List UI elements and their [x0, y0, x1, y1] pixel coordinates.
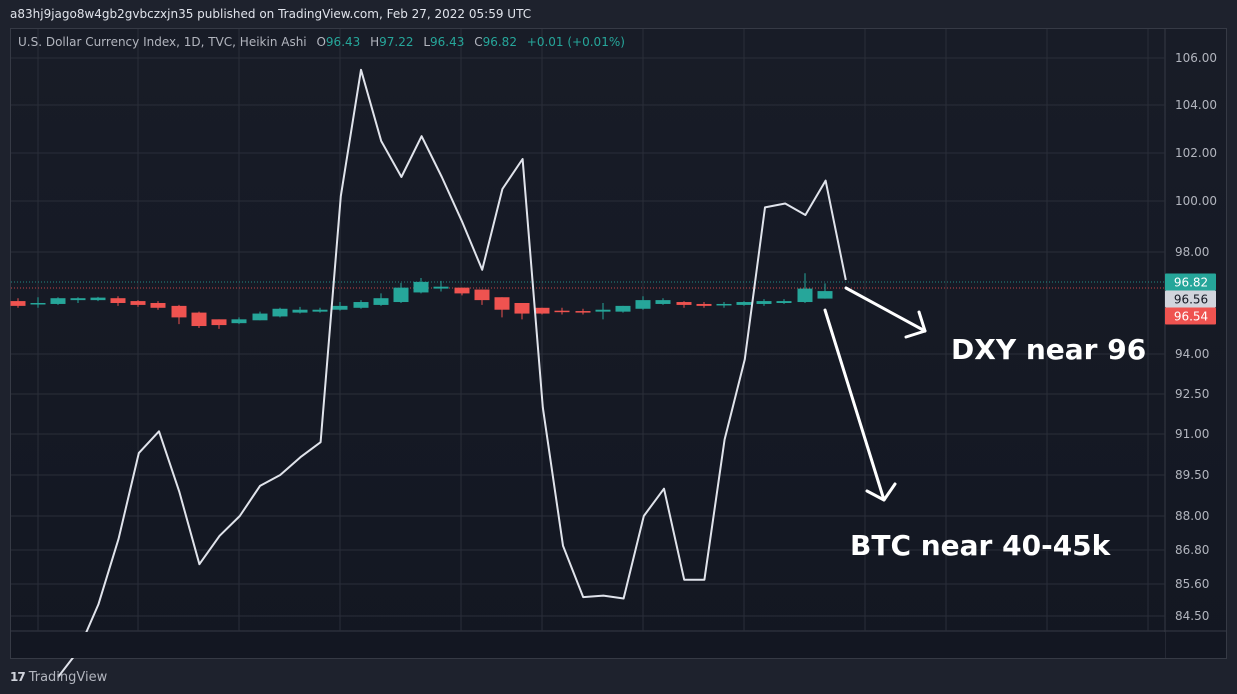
candle-body: [252, 313, 268, 321]
price-badge: [1165, 307, 1216, 325]
candle-body: [332, 305, 348, 310]
candle-body: [292, 309, 308, 313]
y-tick-label: 100.00: [1175, 194, 1217, 208]
candle-body: [191, 312, 207, 327]
candle-body: [171, 305, 187, 318]
candles-series: [10, 273, 833, 329]
candle-body: [30, 303, 46, 305]
annotation-text: BTC near 40-45k: [850, 529, 1112, 562]
candle-body: [373, 298, 389, 305]
candle-body: [676, 302, 692, 305]
candle-body: [50, 298, 66, 304]
legend-title: U.S. Dollar Currency Index, 1D, TVC, Hei…: [18, 35, 307, 49]
candle-body: [635, 300, 651, 309]
candle-body: [595, 309, 611, 312]
y-tick-label: 102.00: [1175, 146, 1217, 160]
candle-body: [575, 311, 591, 313]
legend-low-label: L: [423, 35, 431, 49]
candle-body: [272, 308, 288, 317]
y-tick-label: 92.50: [1175, 387, 1209, 401]
y-tick-label: 84.50: [1175, 609, 1209, 623]
y-tick-label: 88.00: [1175, 509, 1209, 523]
price-badge: [1165, 290, 1216, 308]
candle-body: [90, 297, 106, 301]
price-axis: 106.00 104.00 102.00 100.00 98.00 94.00 92.50 9…: [1175, 51, 1217, 623]
price-badge-label: 96.54: [1174, 310, 1208, 324]
candle-body: [312, 309, 328, 312]
btc-line-series: [11, 68, 1165, 678]
chart-grid: [11, 29, 1226, 658]
tradingview-logo-icon: 17: [10, 670, 26, 684]
chart-legend: U.S. Dollar Currency Index, 1D, TVC, Hei…: [18, 35, 625, 49]
chart-area[interactable]: [10, 28, 1227, 659]
btc-arrow: [823, 308, 886, 502]
y-tick-label: 106.00: [1175, 51, 1217, 65]
candle-body: [716, 303, 732, 306]
y-tick-label: 85.60: [1175, 577, 1209, 591]
candle-body: [393, 287, 409, 303]
candle-body: [514, 303, 530, 314]
btc-arrowhead: [865, 482, 897, 502]
time-axis-bg: [11, 632, 1165, 658]
candle-body: [554, 310, 570, 313]
y-tick-label: 86.80: [1175, 543, 1209, 557]
annotations: DXY near 96 BTC near 40-45k: [823, 286, 1146, 562]
candle-body: [817, 291, 833, 299]
candle-body: [756, 301, 772, 304]
dxy-arrow: [844, 286, 927, 333]
btc-line: [57, 68, 847, 678]
candle-body: [211, 319, 227, 326]
y-tick-label: 89.50: [1175, 468, 1209, 482]
publish-line: a83hj9jago8w4gb2gvbczxjn35 published on …: [10, 7, 532, 21]
candle-body: [353, 302, 369, 308]
legend-close-value: 96.82: [482, 35, 517, 49]
candle-body: [736, 302, 752, 305]
candle-body: [655, 300, 671, 304]
candle-body: [797, 288, 813, 303]
y-tick-label: 98.00: [1175, 245, 1209, 259]
price-badge: [1165, 273, 1216, 291]
legend-open-value: 96.43: [325, 35, 361, 49]
legend-high-label: H: [370, 35, 380, 49]
y-tick-label: 104.00: [1175, 98, 1217, 112]
candle-body: [615, 305, 631, 312]
candle-body: [150, 303, 166, 308]
candle-body: [474, 289, 490, 301]
y-tick-label: 91.00: [1175, 427, 1209, 441]
candle-body: [110, 298, 126, 303]
dxy-arrowhead: [904, 310, 927, 339]
y-tick-label: 94.00: [1175, 347, 1209, 361]
legend-open-label: O: [316, 35, 326, 49]
legend-change: +0.01 (+0.01%): [526, 35, 625, 49]
candle-body: [231, 319, 247, 324]
annotation-text: DXY near 96: [951, 333, 1146, 366]
candle-body: [534, 307, 550, 314]
legend-low-value: 96.43: [430, 35, 465, 49]
candle-body: [130, 301, 146, 305]
candle-body: [413, 281, 429, 293]
candle-body: [433, 286, 449, 289]
candle-body: [70, 298, 86, 301]
price-badges: 96.82 96.56 96.54: [1165, 273, 1216, 325]
price-badge-label: 96.82: [1174, 276, 1208, 290]
candle-body: [696, 303, 712, 306]
candle-body: [494, 297, 510, 310]
footer: 17 TradingView: [10, 668, 107, 686]
legend-high-value: 97.22: [379, 35, 414, 49]
footer-brand[interactable]: TradingView: [28, 669, 108, 685]
candle-body: [454, 287, 470, 294]
price-badge-label: 96.56: [1174, 293, 1208, 307]
legend-close-label: C: [474, 35, 483, 49]
candle-body: [10, 301, 26, 306]
candle-body: [776, 301, 792, 303]
